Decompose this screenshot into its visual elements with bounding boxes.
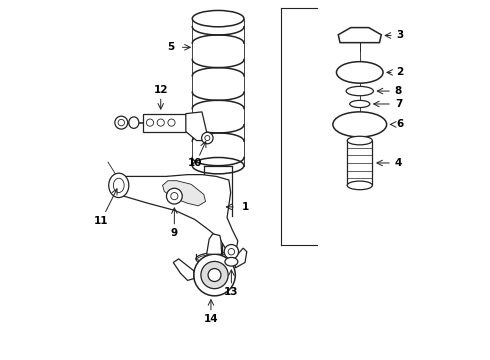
Text: 8: 8 bbox=[395, 86, 402, 96]
Text: 2: 2 bbox=[396, 67, 404, 77]
Circle shape bbox=[194, 254, 235, 296]
Circle shape bbox=[205, 135, 210, 140]
Text: 13: 13 bbox=[224, 287, 239, 297]
Polygon shape bbox=[186, 112, 207, 140]
Circle shape bbox=[118, 120, 124, 126]
Bar bbox=[143, 114, 186, 132]
Circle shape bbox=[224, 244, 239, 259]
Text: 14: 14 bbox=[204, 314, 218, 324]
Circle shape bbox=[167, 188, 182, 204]
Text: 10: 10 bbox=[188, 158, 202, 168]
Polygon shape bbox=[207, 234, 221, 254]
Circle shape bbox=[157, 119, 164, 126]
Polygon shape bbox=[163, 181, 205, 206]
Circle shape bbox=[201, 132, 213, 144]
Text: 9: 9 bbox=[171, 228, 178, 238]
Text: 7: 7 bbox=[395, 99, 402, 109]
Text: 6: 6 bbox=[396, 120, 404, 129]
Polygon shape bbox=[338, 28, 381, 42]
Text: 4: 4 bbox=[395, 158, 402, 168]
Ellipse shape bbox=[333, 112, 387, 137]
Circle shape bbox=[168, 119, 175, 126]
Ellipse shape bbox=[350, 100, 370, 108]
Text: 12: 12 bbox=[153, 85, 168, 95]
Ellipse shape bbox=[109, 173, 129, 198]
Text: 1: 1 bbox=[242, 202, 248, 212]
Circle shape bbox=[147, 119, 153, 126]
Circle shape bbox=[228, 248, 235, 255]
Polygon shape bbox=[235, 248, 247, 268]
Ellipse shape bbox=[113, 178, 124, 193]
Ellipse shape bbox=[347, 181, 372, 190]
Text: 11: 11 bbox=[94, 216, 109, 225]
Ellipse shape bbox=[129, 117, 139, 129]
Circle shape bbox=[115, 116, 128, 129]
Ellipse shape bbox=[225, 257, 238, 266]
Polygon shape bbox=[118, 175, 238, 253]
Circle shape bbox=[208, 269, 221, 282]
Polygon shape bbox=[173, 259, 194, 280]
Ellipse shape bbox=[337, 62, 383, 83]
Text: 5: 5 bbox=[167, 42, 174, 52]
Ellipse shape bbox=[346, 86, 373, 96]
Circle shape bbox=[201, 261, 228, 289]
Text: 3: 3 bbox=[396, 31, 404, 40]
Ellipse shape bbox=[347, 136, 372, 145]
Circle shape bbox=[171, 193, 178, 200]
